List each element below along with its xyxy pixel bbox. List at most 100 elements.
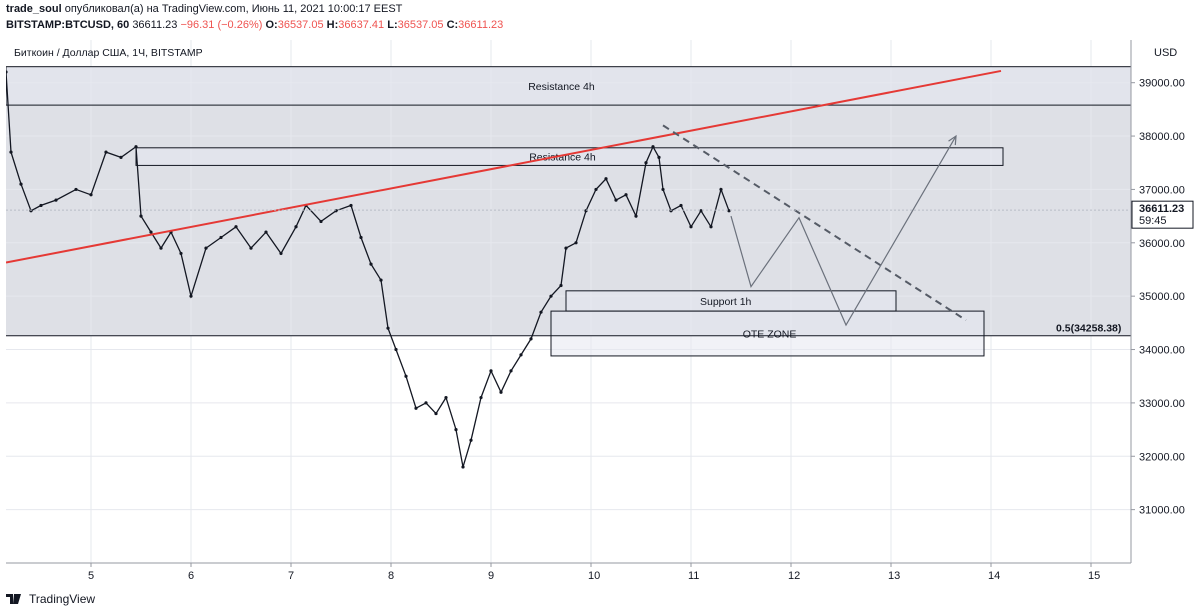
x-tick-label: 15 <box>1088 570 1100 582</box>
price-point <box>519 353 523 357</box>
price-point <box>424 401 428 405</box>
price-point <box>574 241 578 245</box>
high-value: 36637.41 <box>338 19 385 31</box>
price-point <box>679 203 683 208</box>
price-point <box>54 198 58 202</box>
price-point <box>499 390 503 394</box>
price-point <box>394 347 398 352</box>
fib-level-label: 0.5(34258.38) <box>1056 323 1121 335</box>
price-point <box>264 230 268 234</box>
price-point <box>379 278 383 282</box>
x-tick-label: 7 <box>288 570 294 582</box>
red-trendline <box>6 69 1002 264</box>
price-point <box>644 161 648 165</box>
close-label: C: <box>446 19 459 31</box>
price-point <box>349 203 353 208</box>
price-point <box>651 145 655 149</box>
price-point <box>159 246 163 250</box>
price-point <box>369 262 373 266</box>
zone-label: OTE ZONE <box>743 329 797 341</box>
price-point <box>179 251 183 256</box>
price-point <box>334 209 338 213</box>
price-point <box>661 187 665 192</box>
price-point <box>529 337 533 341</box>
y-tick-label: 38000.00 <box>1139 131 1185 143</box>
open-label: O: <box>265 19 278 31</box>
price-point <box>709 225 713 229</box>
x-tick-label: 9 <box>488 570 494 582</box>
y-tick-label: 31000.00 <box>1139 505 1185 517</box>
footer-brand: TradingView <box>6 592 95 606</box>
price-point <box>594 187 598 192</box>
zone-box <box>550 310 985 357</box>
x-tick-label: 14 <box>988 570 1000 582</box>
price-chart[interactable]: Биткоин / Доллар США, 1Ч, BITSTAMP Resist… <box>6 40 1194 585</box>
zone-box <box>6 66 1132 106</box>
price-point <box>359 235 363 240</box>
price-point <box>29 209 33 213</box>
ohlc-line: BITSTAMP:BTCUSD, 60 36611.23 −96.31 (−0.… <box>6 19 503 31</box>
zone-box <box>135 147 1004 166</box>
x-tick-label: 10 <box>588 570 600 582</box>
last-price-label: 36611.23 <box>132 19 178 31</box>
price-point <box>74 187 78 192</box>
x-tick-label: 13 <box>888 570 900 582</box>
price-point <box>249 246 253 250</box>
y-tick-label: 33000.00 <box>1139 398 1185 410</box>
y-axis-panel <box>1131 40 1194 585</box>
price-point <box>461 465 465 469</box>
high-label: H: <box>326 19 339 31</box>
x-axis-panel <box>6 563 1194 585</box>
price-point <box>414 406 418 410</box>
price-point <box>134 145 138 149</box>
price-point <box>319 219 323 224</box>
price-point <box>657 155 661 160</box>
price-point <box>9 150 13 154</box>
price-point <box>279 251 283 256</box>
price-point <box>189 294 193 298</box>
open-value: 36537.05 <box>277 19 324 31</box>
price-point <box>559 283 563 288</box>
published-text: опубликовал(а) на TradingView.com, Июнь … <box>64 3 403 15</box>
y-tick-label: 39000.00 <box>1139 78 1185 90</box>
y-axis-currency: USD <box>1154 47 1177 59</box>
price-point <box>509 369 513 373</box>
price-point <box>584 209 588 213</box>
projection-arrowhead <box>948 134 957 146</box>
last-price-value: 36611.23 <box>1139 203 1184 215</box>
price-point <box>634 214 638 218</box>
last-price-tag <box>1131 200 1194 229</box>
price-point <box>119 155 123 160</box>
zone-label: Support 1h <box>700 296 752 308</box>
low-label: L: <box>387 19 398 31</box>
chart-area[interactable]: Биткоин / Доллар США, 1Ч, BITSTAMP Resist… <box>6 40 1194 585</box>
price-point <box>294 225 298 229</box>
tradingview-logo-icon <box>6 594 21 604</box>
x-tick-label: 8 <box>388 570 394 582</box>
price-point <box>434 411 438 416</box>
price-point <box>139 214 143 218</box>
price-point <box>404 374 408 378</box>
price-point <box>564 246 568 250</box>
dashed-trendline <box>662 124 967 322</box>
price-point <box>719 187 723 192</box>
author-name[interactable]: trade_soul <box>6 3 62 15</box>
price-point <box>469 438 473 442</box>
price-point <box>669 209 673 213</box>
y-tick-label: 37000.00 <box>1139 184 1185 196</box>
price-point <box>614 198 618 202</box>
price-point <box>604 177 608 181</box>
price-point <box>489 369 493 373</box>
zone-label: Resistance 4h <box>529 152 596 164</box>
price-point <box>539 310 543 314</box>
low-value: 36537.05 <box>397 19 444 31</box>
x-tick-label: 12 <box>788 570 800 582</box>
price-point <box>727 209 731 213</box>
price-point <box>149 230 153 234</box>
brand-label: TradingView <box>29 592 96 606</box>
symbol-label: BITSTAMP:BTCUSD, 60 <box>6 19 130 31</box>
price-point <box>204 246 208 250</box>
price-point <box>699 209 703 213</box>
zone-label: Resistance 4h <box>528 81 595 93</box>
x-tick-label: 5 <box>88 570 94 582</box>
